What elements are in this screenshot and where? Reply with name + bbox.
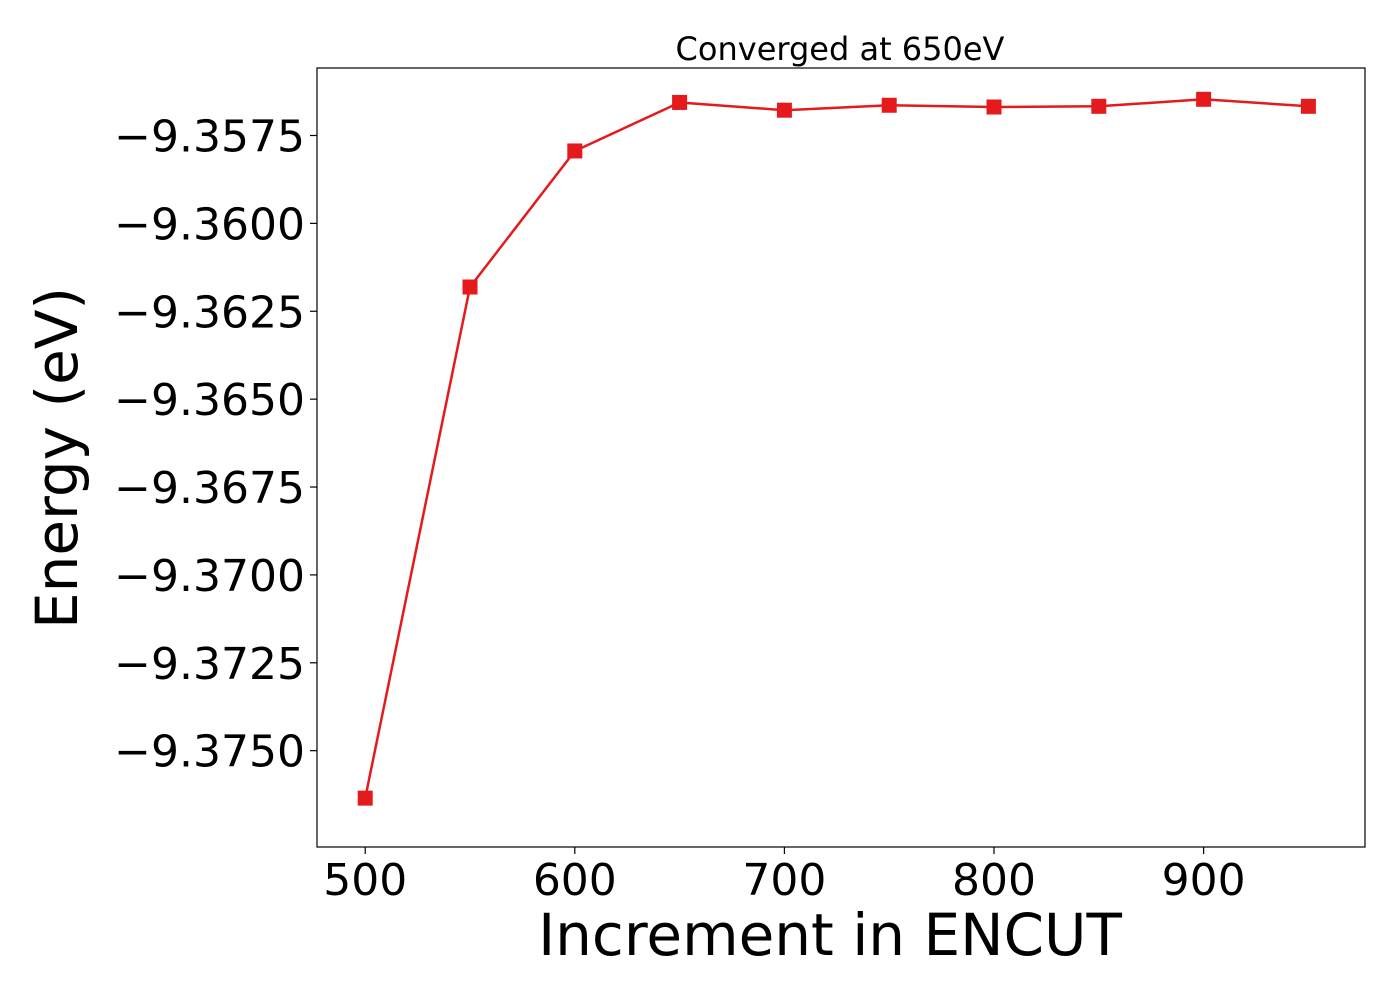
y-axis: −9.3575 −9.3600 −9.3625 −9.3650 −9.3675 −9.37… — [114, 111, 317, 778]
data-point-marker — [1300, 98, 1316, 114]
y-tick-label: −9.3700 — [114, 551, 305, 602]
plot-area — [316, 67, 1366, 848]
x-axis: 500 600 700 800 900 — [323, 847, 1246, 906]
y-tick-label: −9.3750 — [114, 727, 305, 778]
data-point-marker — [462, 279, 478, 295]
data-point-marker — [1196, 91, 1212, 107]
x-axis-label: Increment in ENCUT — [538, 901, 1122, 969]
x-tick-label: 600 — [533, 855, 617, 906]
data-point-marker — [1091, 98, 1107, 114]
x-tick-label: 900 — [1162, 855, 1246, 906]
series-layer — [357, 91, 1316, 806]
y-tick-label: −9.3575 — [114, 111, 305, 162]
x-tick-label: 800 — [952, 855, 1036, 906]
data-point-marker — [672, 94, 688, 110]
y-axis-label: Energy (eV) — [23, 287, 91, 629]
x-tick-label: 500 — [323, 855, 407, 906]
data-point-marker — [357, 790, 373, 806]
chart-title: Converged at 650eV — [676, 30, 1005, 68]
y-tick-label: −9.3650 — [114, 375, 305, 426]
data-point-marker — [776, 102, 792, 118]
y-tick-label: −9.3625 — [114, 287, 305, 338]
y-tick-label: −9.3600 — [114, 199, 305, 250]
data-point-marker — [986, 99, 1002, 115]
y-tick-label: −9.3675 — [114, 463, 305, 514]
y-tick-label: −9.3725 — [114, 639, 305, 690]
data-point-marker — [881, 97, 897, 113]
x-tick-label: 700 — [742, 855, 826, 906]
data-point-marker — [567, 143, 583, 159]
series-line — [363, 98, 1309, 799]
